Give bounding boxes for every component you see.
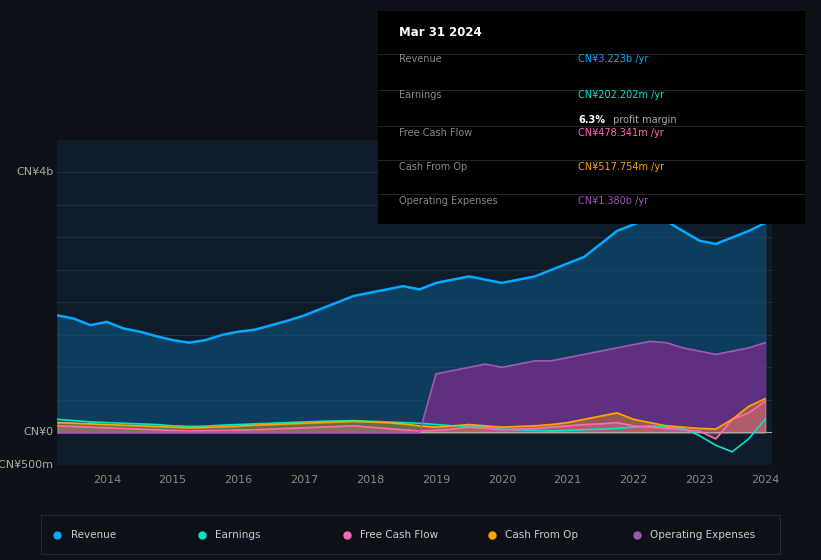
Text: CN¥3.223b /yr: CN¥3.223b /yr (578, 54, 649, 64)
Text: CN¥1.380b /yr: CN¥1.380b /yr (578, 197, 649, 206)
Text: CN¥478.341m /yr: CN¥478.341m /yr (578, 128, 664, 138)
Text: Free Cash Flow: Free Cash Flow (399, 128, 472, 138)
Text: Cash From Op: Cash From Op (505, 530, 578, 540)
Text: Operating Expenses: Operating Expenses (399, 197, 498, 206)
Text: CN¥0: CN¥0 (24, 427, 54, 437)
Text: Cash From Op: Cash From Op (399, 162, 467, 172)
Text: -CN¥500m: -CN¥500m (0, 460, 54, 470)
Text: Mar 31 2024: Mar 31 2024 (399, 26, 482, 39)
Text: Revenue: Revenue (71, 530, 116, 540)
Text: Revenue: Revenue (399, 54, 442, 64)
Text: CN¥4b: CN¥4b (16, 167, 54, 178)
Text: profit margin: profit margin (610, 115, 677, 125)
Text: Earnings: Earnings (399, 90, 442, 100)
Text: Operating Expenses: Operating Expenses (650, 530, 755, 540)
Text: Free Cash Flow: Free Cash Flow (360, 530, 438, 540)
Text: CN¥202.202m /yr: CN¥202.202m /yr (578, 90, 664, 100)
Text: 6.3%: 6.3% (578, 115, 605, 125)
Text: Earnings: Earnings (215, 530, 261, 540)
Text: CN¥517.754m /yr: CN¥517.754m /yr (578, 162, 664, 172)
